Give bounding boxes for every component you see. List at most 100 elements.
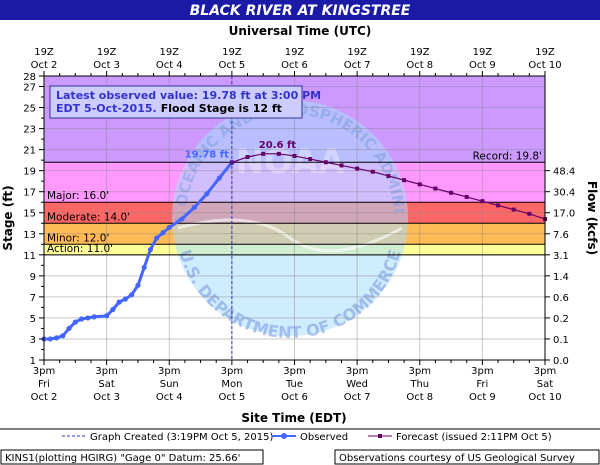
band-label-moderate: Moderate: 14.0': [47, 211, 130, 223]
observed-point-19: [166, 224, 172, 231]
flood-band-labels: Record: 19.8' Major: 16.0' Moderate: 14.0'…: [44, 150, 545, 256]
flow-tick-label-8: 0.1: [553, 335, 569, 346]
y-axis-label: Stage (ft): [1, 185, 15, 250]
x-axis-label: Site Time (EDT): [241, 411, 346, 425]
forecast-point-12: [417, 182, 422, 187]
observed-point-6: [78, 316, 85, 322]
band-label-action: Action: 11.0': [47, 243, 113, 255]
x-top-tick-date-4: Oct 6: [281, 60, 308, 71]
footer-right: Observations courtesy of US Geological S…: [339, 453, 575, 464]
x-tick-date-8: Oct 10: [528, 392, 561, 403]
forecast-point-15: [464, 194, 469, 199]
y-tick-label-25: 25: [23, 104, 36, 115]
band-label-minor: Minor: 12.0': [47, 232, 109, 244]
watermark-disc: [172, 100, 408, 336]
observed-point-16: [147, 246, 154, 253]
x-top-tick-time-5: 19Z: [347, 47, 367, 58]
legend-observed-marker: [281, 433, 287, 439]
x-tick-date-3: Oct 5: [218, 392, 245, 403]
legend-created: Graph Created (3:19PM Oct 5, 2015): [90, 432, 273, 443]
observed-point-20: [179, 216, 185, 222]
observed-point-5: [72, 319, 78, 325]
observed-point-12: [122, 296, 129, 302]
x-tick-time-6: 3pm: [409, 366, 431, 377]
x-top-tick-time-6: 19Z: [410, 47, 430, 58]
x-top-tick-date-2: Oct 4: [156, 60, 183, 71]
y2-axis-label: Flow (kcfs): [585, 181, 599, 255]
x-top-tick-time-8: 19Z: [535, 47, 555, 58]
flow-tick-label-9: 0.0: [553, 356, 569, 367]
y-tick-label-19: 19: [23, 167, 36, 178]
y-tick-label-5: 5: [30, 314, 36, 325]
x-top-tick-time-7: 19Z: [473, 47, 493, 58]
observed-point-4: [66, 325, 72, 332]
flow-tick-label-3: 7.6: [553, 230, 569, 241]
forecast-point-18: [511, 207, 516, 212]
x-tick-date-5: Oct 7: [344, 392, 371, 403]
annotations: 19.78 ft 20.6 ft: [185, 76, 296, 360]
band-label-record: Record: 19.8': [473, 150, 542, 162]
observed-point-23: [216, 175, 222, 181]
forecast-point-2: [261, 151, 266, 156]
forecast-point-6: [323, 160, 328, 165]
x-tick-day-4: Tue: [285, 379, 303, 390]
x-tick-day-6: Thu: [409, 379, 429, 390]
x-top-tick-date-3: Oct 5: [218, 60, 245, 71]
x-tick-date-2: Oct 4: [156, 392, 183, 403]
observed-point-8: [91, 314, 97, 320]
x-tick-time-3: 3pm: [221, 366, 243, 377]
x-tick-date-0: Oct 2: [31, 392, 58, 403]
series-layer: [41, 151, 547, 342]
y-tick-label-13: 13: [23, 230, 36, 241]
observed-point-15: [141, 264, 147, 271]
forecast-point-8: [355, 166, 360, 171]
flow-tick-label-1: 30.4: [553, 188, 575, 199]
flow-tick-label-7: 0.2: [553, 314, 569, 325]
observed-point-21: [191, 204, 197, 211]
x-tick-day-7: Fri: [476, 379, 488, 390]
y-tick-label-3: 3: [30, 335, 36, 346]
forecast-point-1: [245, 154, 250, 159]
x-top-tick-date-7: Oct 9: [469, 60, 496, 71]
x-tick-time-4: 3pm: [283, 366, 305, 377]
x-tick-date-1: Oct 3: [93, 392, 120, 403]
band-label-major: Major: 16.0': [47, 190, 109, 202]
x-top-tick-time-2: 19Z: [159, 47, 179, 58]
forecast-point-10: [386, 173, 391, 178]
flow-axis-ticks: 48.4 30.4 17.0 7.6 3.1 1.4 0.6 0.2 0.1 0.0: [545, 167, 575, 367]
footer-right-box: [334, 449, 600, 465]
observed-point-14: [135, 282, 141, 288]
y-tick-label-23: 23: [23, 125, 36, 136]
legend-observed: Observed: [300, 432, 348, 443]
x-tick-day-5: Wed: [346, 379, 368, 390]
x-axis-ticks: 3pm Fri Oct 2 3pm Sat Oct 3 3pm Sun Oct 4 3pm Mon O…: [31, 47, 562, 403]
observed-point-7: [85, 315, 91, 321]
x-tick-time-0: 3pm: [33, 366, 55, 377]
title-bar: [0, 0, 600, 20]
x-tick-time-7: 3pm: [471, 366, 493, 377]
forecast-point-16: [480, 199, 485, 204]
info-line-2: EDT 5-Oct-2015. Flood Stage is 12 ft: [56, 102, 282, 115]
y-tick-label-7: 7: [30, 293, 36, 304]
info-line-1: Latest observed value: 19.78 ft at 3:00 …: [56, 89, 321, 102]
y-tick-label-1: 1: [30, 356, 36, 367]
forecast-point-9: [370, 169, 375, 174]
forecast-point-17: [496, 203, 501, 208]
forecast-point-19: [527, 211, 532, 216]
x-tick-day-8: Sat: [537, 379, 553, 390]
x-top-tick-date-0: Oct 2: [31, 60, 58, 71]
x-tick-day-0: Fri: [38, 379, 50, 390]
y-tick-label-9: 9: [30, 272, 36, 283]
watermark-wave: [177, 218, 403, 253]
x-tick-date-7: Oct 9: [469, 392, 496, 403]
forecast-point-14: [449, 190, 454, 195]
observed-point-3: [60, 333, 66, 339]
x-top-tick-date-1: Oct 3: [93, 60, 120, 71]
observed-point-18: [160, 230, 166, 236]
observed-point-10: [110, 306, 116, 313]
flow-tick-label-2: 17.0: [553, 209, 575, 220]
x-top-tick-date-5: Oct 7: [344, 60, 371, 71]
x-top-tick-date-6: Oct 8: [406, 60, 433, 71]
observed-point-9: [104, 313, 110, 319]
y-tick-label-21: 21: [23, 146, 36, 157]
